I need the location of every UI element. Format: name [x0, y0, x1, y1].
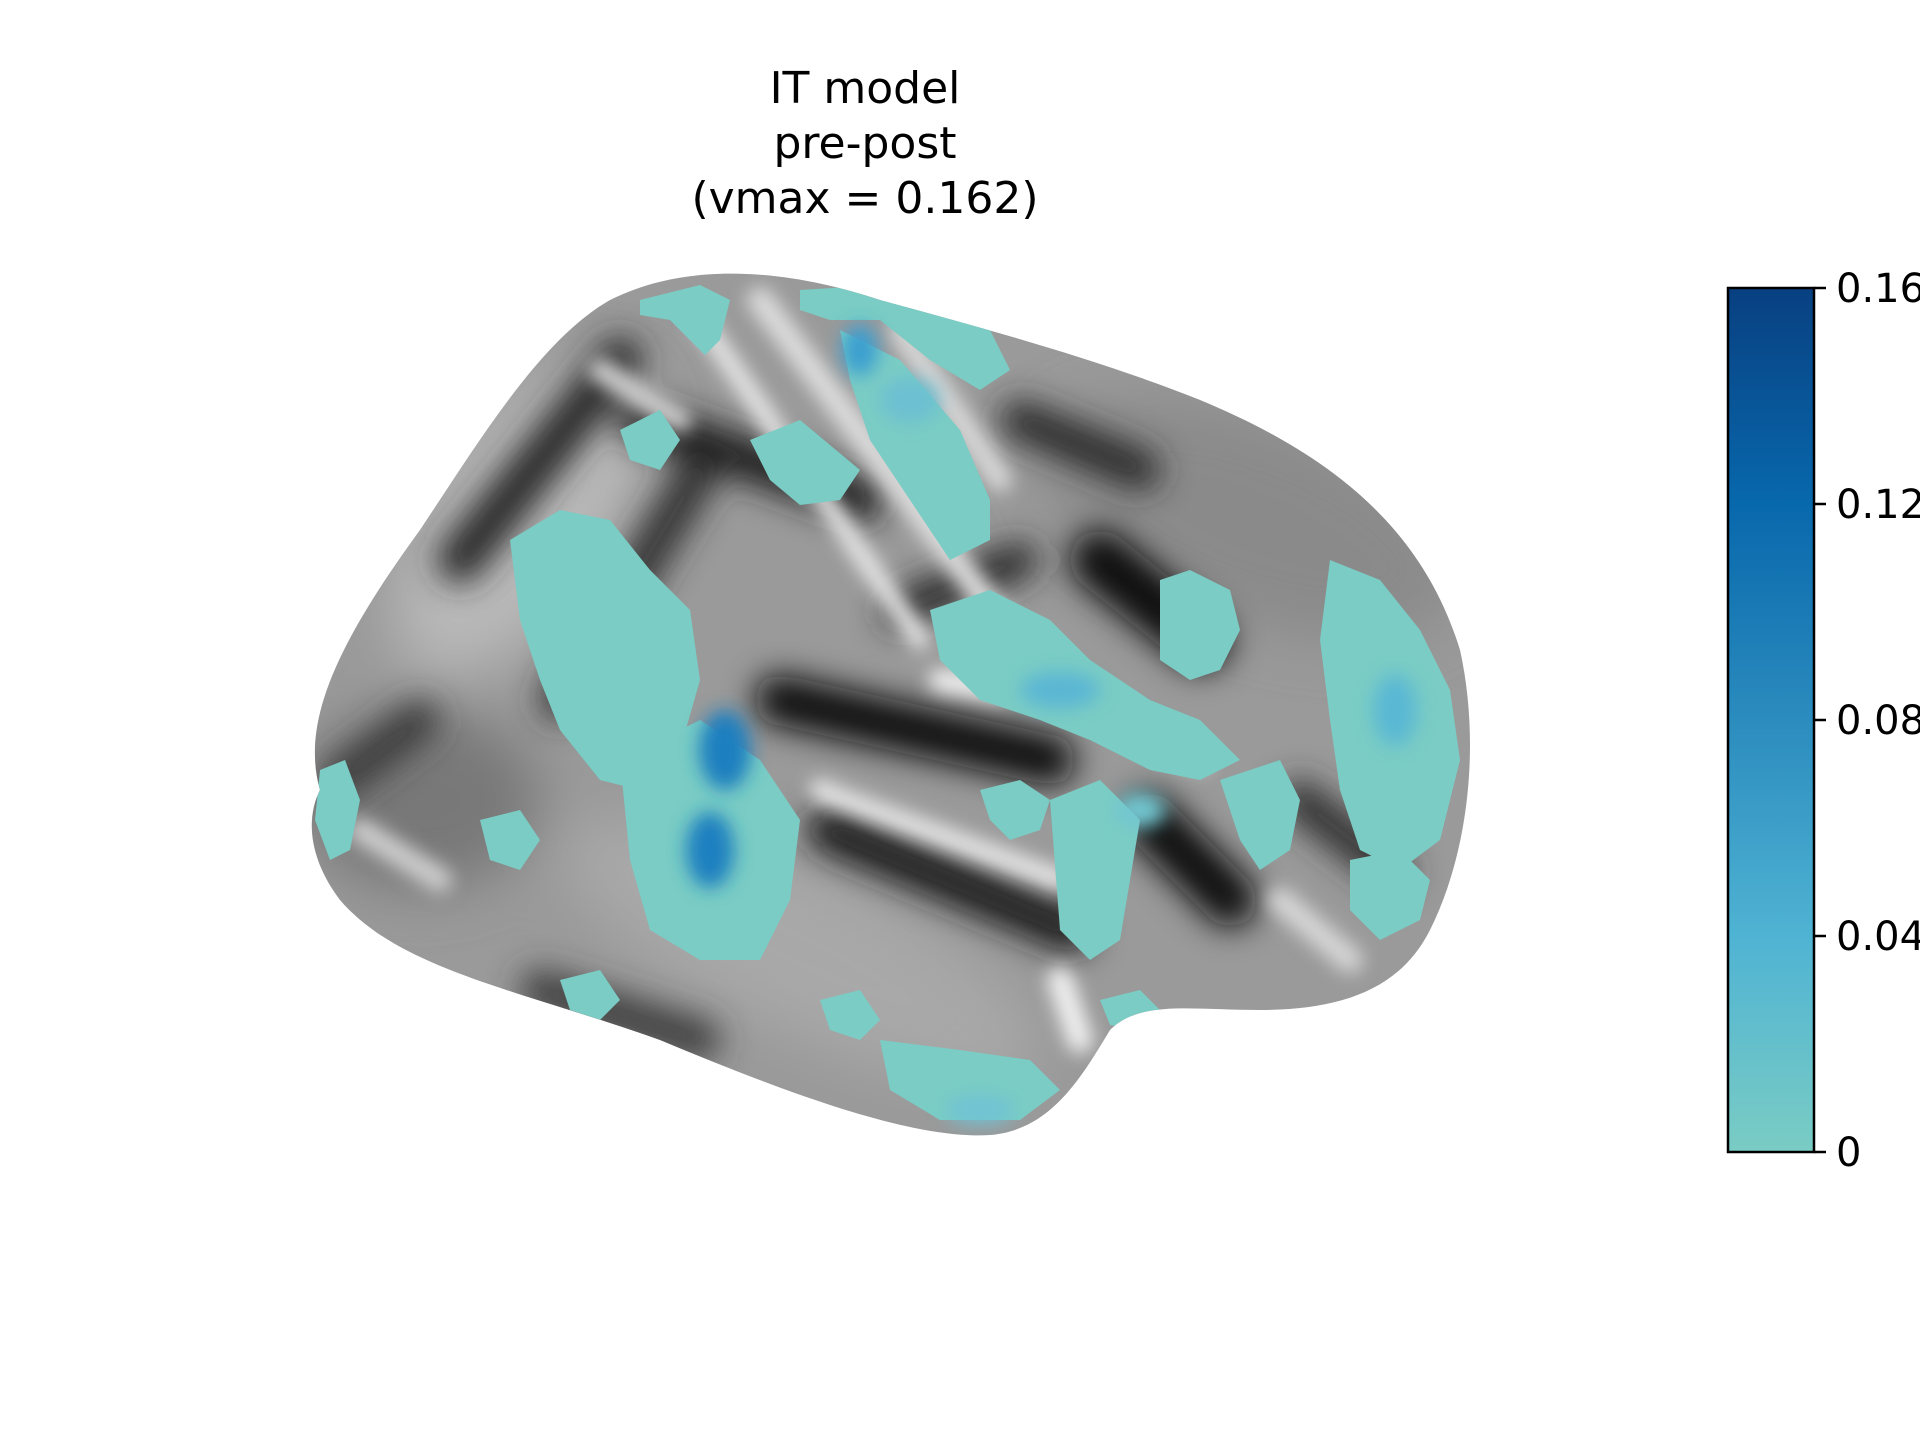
title-line-3: (vmax = 0.162) [691, 173, 1039, 224]
colorbar-gradient [1726, 286, 1816, 1154]
colorbar: 0 0.04 0.08 0.12 0.16 [1726, 266, 1920, 1176]
title-line-1: IT model [769, 63, 961, 114]
activation-overlay [315, 285, 1460, 1124]
colorbar-tick-label: 0.08 [1836, 698, 1920, 744]
colorbar-tick-label: 0.04 [1836, 914, 1920, 960]
colorbar-tick-label: 0.12 [1836, 482, 1920, 528]
colorbar-ticks: 0 0.04 0.08 0.12 0.16 [1814, 266, 1920, 1176]
colorbar-tick-label: 0.16 [1836, 266, 1920, 312]
title-line-2: pre-post [773, 118, 957, 169]
activation-peaks [686, 324, 1417, 1124]
colorbar-tick-label: 0 [1836, 1130, 1861, 1176]
